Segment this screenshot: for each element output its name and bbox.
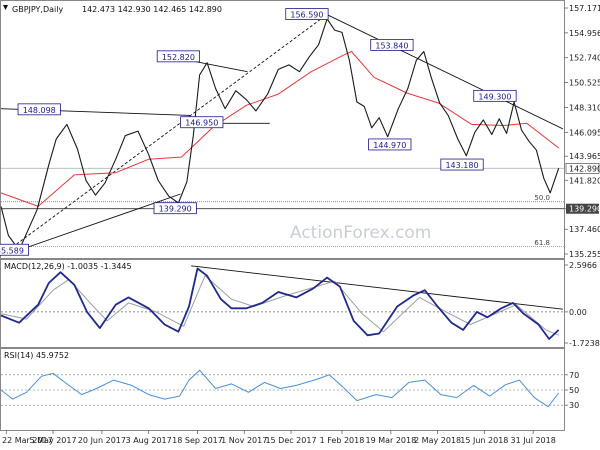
x-tick-label: 20 Jun 2017 [78,436,126,445]
callout-label: 143.180 [445,161,478,170]
callout-label: 135.589 [0,246,24,255]
price-callout: 149.300 [473,89,517,102]
x-tick-label: 15 Jun 2018 [460,436,508,445]
price-tick-label: 146.095 [569,128,600,137]
trendline-5 [319,10,564,130]
callout-box [180,116,224,129]
symbol-label: GBPJPY,Daily [12,5,63,14]
macd-panel-frame [0,259,565,348]
macd-tick-label: 2.5966 [569,261,597,270]
macd-plot [0,265,564,340]
fib-label: 50.0 [534,194,550,202]
price-callout: 135.589 [0,243,29,256]
price-tick-label: 152.740 [569,54,600,63]
callout-box [153,202,197,215]
callout-box [440,158,484,171]
callout-label: 144.970 [373,141,406,150]
callout-label: 156.590 [290,11,323,20]
x-tick-label: 22 Mar 2017 [2,436,53,445]
x-tick-label: 3 Aug 2017 [126,436,172,445]
price-callout: 156.590 [285,8,329,20]
price-callouts: 148.098 152.820 146.950 156.590 144.970 153.8… [0,8,517,256]
callout-box [0,243,29,256]
callout-box [285,8,329,20]
macd-tick-label: -1.7238 [569,339,600,348]
last-price-badge [565,162,600,174]
callout-box [473,89,517,102]
rsi-label: RSI(14) 45.9752 [4,351,69,360]
x-tick-label: 19 Mar 2018 [365,436,416,445]
price-callout: 143.180 [440,158,484,171]
price-tick-label: 150.525 [569,79,600,88]
price-callout: 152.820 [156,50,200,63]
price-line [0,18,560,251]
callout-label: 146.950 [185,119,218,128]
callout-label: 148.098 [23,106,56,115]
trendline-3 [8,14,328,251]
macd-tick-label: 0.00 [569,308,587,317]
price-callout: 153.840 [370,38,414,51]
price-callout: 139.290 [153,202,197,215]
x-tick-label: 1 Feb 2018 [320,436,365,445]
collapse-triangle-icon [3,5,8,10]
price-callout: 144.970 [368,138,412,151]
watermark: ActionForex.com [290,223,431,243]
price-callout: 146.950 [180,116,224,129]
callout-box [368,138,412,151]
callout-label: 139.290 [159,205,192,214]
price-tick-label: 157.171 [569,4,600,13]
y-axes: 157.171 154.956 152.740 150.525 148.310 146.0… [564,4,600,410]
callout-label: 152.820 [162,53,195,62]
macd-trendline [191,265,563,310]
rsi-line [0,369,560,408]
support-price-badge [566,203,599,214]
ohlc-values: 142.473 142.930 142.465 142.890 [82,5,222,14]
fib-label: 61.8 [534,239,550,247]
rsi-plot [0,369,564,408]
rsi-tick-label: 50 [569,386,579,395]
price-tick-label: 139.290 [569,205,600,214]
price-tick-label: 137.460 [569,225,600,234]
macd-signal-line [0,275,559,336]
callout-box [156,50,200,63]
trendline-4 [9,193,181,254]
callout-box [17,103,61,116]
price-tick-label: 141.820 [569,176,600,185]
x-tick-label: 5 May 2017 [30,436,77,445]
callout-label: 149.300 [478,92,511,101]
price-callout: 148.098 [17,103,61,116]
x-tick-label: 18 Sep 2017 [172,436,223,445]
x-tick-label: 2 May 2018 [414,436,461,445]
price-tick-label: 148.310 [569,103,600,112]
rsi-tick-label: 30 [569,401,579,410]
x-tick-label: 15 Dec 2017 [265,436,316,445]
price-tick-label: 154.956 [569,29,600,38]
callout-label: 153.840 [375,41,408,50]
x-tick-label: 1 Nov 2017 [221,436,267,445]
moving-average-line [0,51,560,207]
callout-box [370,38,414,51]
price-tick-label: 135.255 [569,250,600,259]
macd-line [0,267,560,340]
price-header: GBPJPY,Daily 142.473 142.930 142.465 142… [3,5,222,14]
macd-label: MACD(12,26,9) -1.0035 -1.3445 [4,262,132,271]
last-price-label: 142.890 [569,164,600,173]
price-tick-label: 143.965 [569,152,600,161]
price-panel-frame [0,0,565,259]
x-tick-label: 31 Jul 2018 [511,436,556,445]
rsi-tick-label: 70 [569,371,579,380]
